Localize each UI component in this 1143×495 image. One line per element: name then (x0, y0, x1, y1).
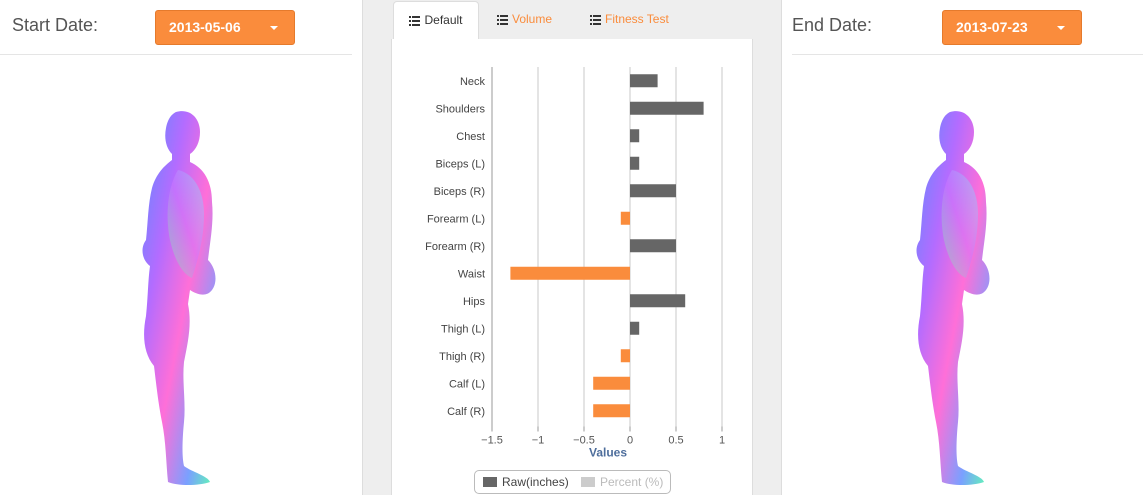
tab-default[interactable]: Default (393, 1, 479, 40)
start-date-label: Start Date: (12, 15, 99, 35)
end-date-dropdown[interactable]: 2013-07-23 (942, 10, 1082, 45)
bar (593, 376, 630, 390)
legend-label-percent: Percent (%) (600, 475, 664, 489)
tab-fitness-test-label: Fitness Test (605, 12, 669, 26)
bar (630, 321, 640, 335)
bar (630, 294, 686, 308)
x-axis-title: Values (589, 446, 627, 460)
category-label: Chest (456, 131, 485, 143)
list-icon (497, 14, 508, 25)
legend-item-percent[interactable]: Percent (%) (581, 471, 663, 493)
category-label: Shoulders (435, 103, 485, 115)
x-tick-label: −1 (532, 435, 545, 447)
category-label: Forearm (L) (427, 213, 485, 225)
tab-bar: Default Volume Fitness Test (391, 0, 751, 40)
tab-volume[interactable]: Volume (497, 1, 552, 37)
end-date-value: 2013-07-23 (956, 19, 1028, 35)
legend-swatch-raw (483, 476, 497, 487)
bar (510, 266, 630, 280)
x-tick-label: −1.5 (481, 435, 503, 447)
x-tick-label: 0 (627, 435, 633, 447)
legend-label-raw: Raw(inches) (502, 475, 569, 489)
chart-area: Default Volume Fitness Test −1.5 −1 −0.5 0 0… (363, 0, 781, 495)
legend-swatch-percent (581, 476, 595, 487)
bar (630, 239, 676, 253)
category-label: Biceps (R) (434, 186, 485, 198)
category-label: Thigh (L) (441, 323, 485, 335)
category-label: Forearm (R) (425, 241, 485, 253)
start-panel: Start Date: 2013-05-06 (0, 0, 363, 495)
category-label: Biceps (L) (435, 158, 485, 170)
chart-legend: Raw(inches) Percent (%) (474, 470, 671, 494)
caret-down-icon (1057, 26, 1065, 30)
x-tick-label: 0.5 (668, 435, 683, 447)
category-label: Neck (460, 76, 486, 88)
end-date-label: End Date: (792, 15, 873, 35)
tab-fitness-test[interactable]: Fitness Test (590, 1, 669, 37)
measurement-bar-chart: −1.5 −1 −0.5 0 0.5 1 Neck Shoulders Chest Biceps … (425, 67, 725, 460)
x-tick-label: −0.5 (573, 435, 595, 447)
tab-default-label: Default (424, 13, 463, 27)
tab-volume-label: Volume (512, 12, 553, 26)
bar (630, 101, 704, 115)
body-model-start[interactable] (138, 110, 228, 490)
end-date-header: End Date: 2013-07-23 (792, 0, 1143, 55)
end-panel: End Date: 2013-07-23 (781, 0, 1143, 495)
bar (630, 129, 640, 143)
category-label: Thigh (R) (439, 351, 485, 363)
body-model-end[interactable] (912, 110, 1002, 490)
bar (593, 404, 630, 418)
x-tick-label: 1 (719, 435, 725, 447)
bar (630, 74, 658, 88)
list-icon (590, 14, 601, 25)
category-label: Calf (L) (449, 378, 485, 390)
bar (630, 156, 640, 170)
bar (620, 349, 630, 363)
chart-card: −1.5 −1 −0.5 0 0.5 1 Neck Shoulders Chest Biceps … (391, 39, 753, 495)
legend-item-raw[interactable]: Raw(inches) (483, 471, 569, 493)
category-label: Calf (R) (447, 406, 485, 418)
category-label: Waist (458, 268, 485, 280)
caret-down-icon (270, 26, 278, 30)
start-date-value: 2013-05-06 (169, 19, 241, 35)
category-label: Hips (463, 296, 486, 308)
start-date-dropdown[interactable]: 2013-05-06 (155, 10, 295, 45)
list-icon (409, 15, 421, 26)
start-date-header: Start Date: 2013-05-06 (0, 0, 352, 55)
bar (620, 211, 630, 225)
bar (630, 184, 676, 198)
